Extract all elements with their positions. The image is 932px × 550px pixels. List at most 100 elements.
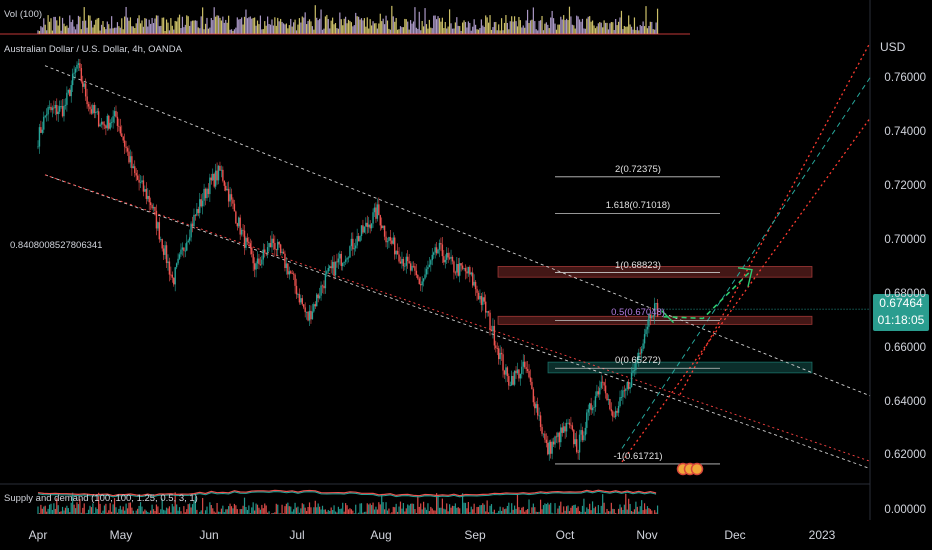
candle-body xyxy=(142,180,145,192)
sd-bar xyxy=(651,510,653,514)
candle-body xyxy=(294,274,296,286)
candle-body xyxy=(599,387,601,395)
sd-bar xyxy=(441,498,443,514)
sd-bar xyxy=(284,506,286,514)
candle-body xyxy=(128,151,130,163)
volume-bar xyxy=(297,24,299,34)
sd-bar xyxy=(630,511,633,514)
sd-bar xyxy=(424,507,426,514)
volume-bar xyxy=(651,21,653,34)
sd-bar xyxy=(329,510,331,514)
sd-bar xyxy=(191,504,194,514)
sd-bar xyxy=(44,505,46,514)
sd-bar xyxy=(157,506,159,514)
volume-bar xyxy=(607,29,610,34)
volume-bar xyxy=(79,16,81,34)
candle-body xyxy=(105,125,107,129)
sd-bar xyxy=(56,498,58,514)
sd-bar xyxy=(431,508,433,514)
candle-body xyxy=(459,263,461,276)
candle-body xyxy=(583,435,585,441)
sd-bar xyxy=(485,511,487,514)
sd-bar xyxy=(600,505,602,514)
volume-bar xyxy=(437,16,439,34)
candle-body xyxy=(95,111,97,113)
sd-bar xyxy=(532,503,534,514)
volume-bar xyxy=(242,24,244,34)
candle-body xyxy=(636,359,639,363)
volume-bar xyxy=(59,16,61,34)
sd-bar xyxy=(503,509,506,514)
candle-body xyxy=(284,253,286,269)
sd-bar xyxy=(480,505,482,514)
volume-bar xyxy=(194,20,197,34)
indicator-label[interactable]: Supply and demand (100, 100, 1.25, 0.5, … xyxy=(4,493,198,504)
sd-bar xyxy=(275,503,277,514)
candle-body xyxy=(437,249,439,254)
volume-bar xyxy=(447,26,449,34)
sd-bar xyxy=(355,504,357,514)
candle-body xyxy=(324,273,327,289)
sd-bar xyxy=(141,506,143,514)
volume-bar xyxy=(294,19,296,34)
sd-bar xyxy=(379,504,381,514)
candle-body xyxy=(503,370,506,375)
candle-body xyxy=(565,422,568,432)
sd-bar xyxy=(617,508,620,514)
candle-body xyxy=(281,251,283,253)
sd-bar xyxy=(547,502,549,514)
sd-bar xyxy=(113,498,116,514)
volume-bar xyxy=(577,16,579,34)
candle-body xyxy=(160,239,162,241)
sd-bar xyxy=(256,504,259,514)
candle-body xyxy=(162,248,165,255)
candle-body xyxy=(370,223,373,229)
sd-bar xyxy=(545,504,547,514)
volume-bar xyxy=(87,15,90,35)
candle-body xyxy=(116,116,119,126)
sd-bar xyxy=(539,499,542,514)
candle-body xyxy=(236,223,238,227)
sd-bar xyxy=(320,509,322,514)
sd-bar xyxy=(92,503,94,514)
candle-body xyxy=(375,207,377,219)
volume-bar xyxy=(313,29,315,34)
volume-bar xyxy=(511,16,513,34)
volume-bar xyxy=(632,29,634,34)
volume-bar xyxy=(209,27,211,34)
sd-bar xyxy=(645,509,647,514)
sd-bar xyxy=(394,507,396,514)
volume-bar xyxy=(389,29,391,34)
sd-bar xyxy=(446,503,448,514)
sd-bar xyxy=(326,511,328,514)
sd-bar xyxy=(560,501,562,514)
volume-bar xyxy=(352,26,354,34)
bar-countdown: 01:18:05 xyxy=(877,313,925,327)
sd-bar xyxy=(165,507,168,514)
candle-body xyxy=(86,96,88,105)
volume-bar xyxy=(339,12,341,34)
volume-bar xyxy=(417,28,419,34)
candle-body xyxy=(603,382,605,386)
sd-bar xyxy=(212,508,214,514)
volume-bar xyxy=(86,27,88,34)
volume-bar xyxy=(356,16,358,34)
volume-bar xyxy=(73,26,75,34)
sd-bar xyxy=(236,509,238,514)
volume-bar xyxy=(461,22,464,34)
candle-body xyxy=(304,307,306,313)
volume-bar xyxy=(290,18,292,34)
volume-bar xyxy=(96,18,98,34)
sd-bar xyxy=(459,508,461,514)
candle-body xyxy=(141,180,143,183)
symbol-title[interactable]: Australian Dollar / U.S. Dollar, 4h, OAN… xyxy=(4,44,182,55)
sd-bar xyxy=(512,509,514,514)
sd-bar xyxy=(347,509,350,514)
candle-body xyxy=(67,89,70,93)
sd-bar xyxy=(307,507,309,514)
volume-bar xyxy=(587,16,589,34)
volume-bar xyxy=(245,9,247,34)
volume-bar xyxy=(138,15,140,34)
volume-bar xyxy=(363,18,365,34)
